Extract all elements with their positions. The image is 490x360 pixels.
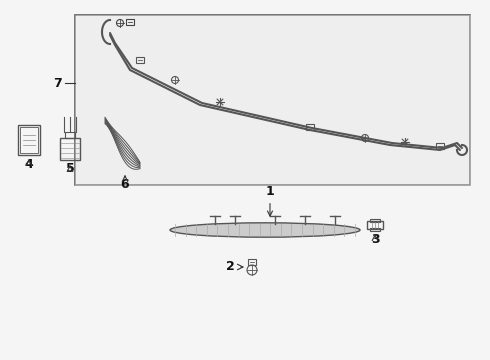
- Bar: [436, 143, 444, 149]
- Bar: [367, 221, 383, 229]
- Bar: [370, 219, 380, 222]
- Text: 7: 7: [53, 77, 62, 90]
- Text: 3: 3: [371, 233, 379, 246]
- Bar: [75, 15, 470, 185]
- Text: 5: 5: [66, 162, 74, 175]
- Text: 2: 2: [225, 261, 234, 274]
- Bar: [18, 125, 40, 155]
- Text: 1: 1: [266, 185, 274, 216]
- Bar: [370, 228, 380, 231]
- Bar: [20, 127, 38, 153]
- Ellipse shape: [170, 223, 360, 237]
- Text: 6: 6: [121, 178, 129, 191]
- Bar: [306, 124, 314, 130]
- Bar: [136, 57, 144, 63]
- Bar: [248, 259, 256, 265]
- Text: 4: 4: [24, 158, 33, 171]
- Bar: [65, 132, 75, 138]
- Bar: [126, 19, 134, 25]
- Bar: [60, 138, 80, 160]
